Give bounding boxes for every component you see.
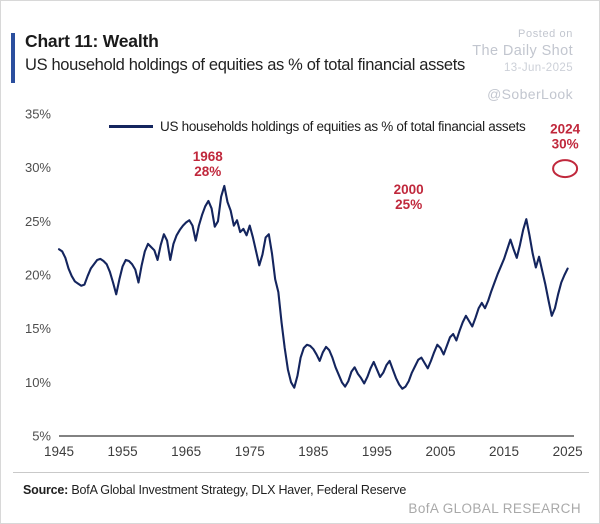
x-axis-tick-labels: 1945 1955 1965 1975 1985 1995 2005 2015 2025 [44,444,583,457]
x-axis-tick-1985: 1985 [298,444,328,457]
data-line-series-1 [57,184,569,390]
page-title: Chart 11: Wealth [25,31,159,51]
line-chart-svg: 35% 30% 25% 20% 15% 10% 5% 1945 1955 1965 1975 198… [25,107,583,458]
y-axis-tick-15%: 15% [25,321,51,336]
x-axis-tick-1975: 1975 [235,444,265,457]
annotation-year-2024: 2024 [550,122,581,137]
highlight-ellipse-2024 [552,159,579,179]
chart-subtitle: US household holdings of equities as % o… [25,56,465,74]
y-axis-tick-10%: 10% [25,375,51,390]
annotation-value-1968: 28% [194,164,221,179]
annotation-value-2000: 25% [395,197,422,212]
footer-divider [13,472,589,473]
annotation-value-2024: 30% [552,137,579,152]
x-axis-tick-2005: 2005 [425,444,455,457]
plot-area: 35% 30% 25% 20% 15% 10% 5% 1945 1955 1965 1975 198… [1,97,599,458]
x-axis-tick-2025: 2025 [553,444,583,457]
y-axis-tick-labels: 35% 30% 25% 20% 15% 10% 5% [25,107,51,444]
legend-swatch-series-1 [109,125,153,128]
y-axis-tick-35%: 35% [25,107,51,122]
x-axis-tick-2015: 2015 [489,444,519,457]
source-label: Source: [23,483,69,497]
source-text: BofA Global Investment Strategy, DLX Hav… [68,483,407,497]
x-axis-tick-1955: 1955 [108,444,138,457]
accent-bar [11,33,15,83]
chart-header: Chart 11: Wealth US household holdings o… [11,31,531,86]
x-axis-tick-1945: 1945 [44,444,74,457]
y-axis-tick-30%: 30% [25,160,51,175]
x-axis-tick-1965: 1965 [171,444,201,457]
annotation-year-2000: 2000 [394,182,424,197]
chart-legend: US households holdings of equities as % … [109,119,526,134]
y-axis-tick-5%: 5% [32,429,51,444]
brand-credit: BofA GLOBAL RESEARCH [408,501,581,516]
y-axis-tick-20%: 20% [25,268,51,283]
x-axis-tick-1995: 1995 [362,444,392,457]
source-note: Source: BofA Global Investment Strategy,… [23,483,406,497]
annotation-year-1968: 1968 [193,149,224,164]
y-axis-tick-25%: 25% [25,214,51,229]
legend-label-series-1: US households holdings of equities as % … [160,119,526,134]
